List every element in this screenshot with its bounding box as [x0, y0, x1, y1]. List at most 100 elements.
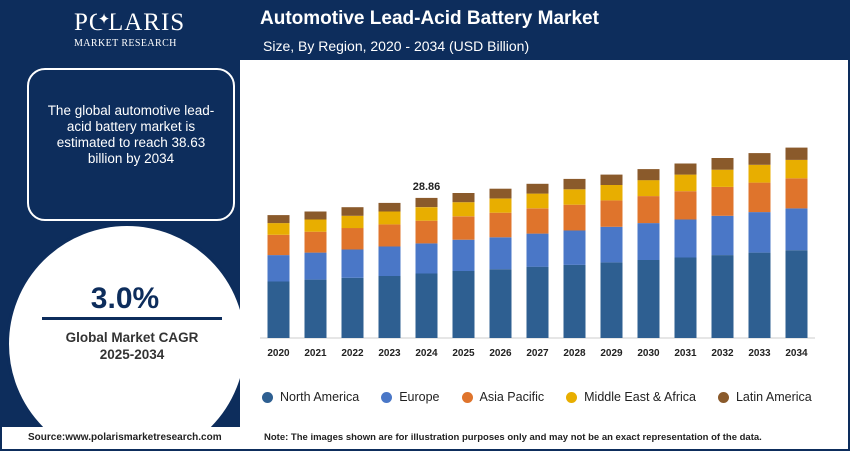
- bar-segment-2027-0: [526, 266, 549, 338]
- bar-segment-2033-4: [748, 153, 771, 165]
- bar-segment-2028-0: [563, 264, 586, 338]
- bar-segment-2020-0: [267, 281, 290, 338]
- bar-segment-2030-4: [637, 169, 660, 181]
- legend-label-3: Middle East & Africa: [584, 390, 696, 404]
- cagr-label: Global Market CAGR 2025-2034: [2, 329, 240, 363]
- bar-segment-2025-1: [452, 239, 475, 271]
- chart-subtitle: Size, By Region, 2020 - 2034 (USD Billio…: [263, 38, 530, 54]
- bar-segment-2033-3: [748, 164, 771, 183]
- bar-segment-2029-0: [600, 262, 623, 338]
- legend-item-0: North America: [262, 390, 359, 404]
- bar-segment-2024-2: [415, 220, 438, 244]
- bar-segment-2028-1: [563, 230, 586, 265]
- bar-segment-2023-4: [378, 202, 401, 212]
- legend-item-1: Europe: [381, 390, 440, 404]
- bar-segment-2028-4: [563, 178, 586, 190]
- bar-segment-2022-2: [341, 228, 364, 250]
- compass-star-icon: ✦: [97, 11, 111, 29]
- bar-segment-2031-0: [674, 257, 697, 338]
- x-tick-label-2025: 2025: [452, 348, 475, 359]
- legend-swatch-0: [262, 391, 273, 403]
- bar-segment-2022-3: [341, 215, 364, 229]
- disclaimer-note: Note: The images shown are for illustrat…: [264, 432, 762, 443]
- bar-segment-2034-0: [785, 250, 808, 338]
- x-tick-label-2028: 2028: [563, 348, 586, 359]
- bar-segment-2033-1: [748, 212, 771, 253]
- bar-segment-2024-0: [415, 273, 438, 338]
- bar-segment-2032-3: [711, 169, 734, 187]
- bar-segment-2024-3: [415, 207, 438, 221]
- bar-segment-2032-4: [711, 158, 734, 170]
- bar-segment-2029-4: [600, 174, 623, 185]
- legend-swatch-1: [381, 391, 393, 403]
- bar-segment-2021-4: [304, 211, 327, 220]
- bar-segment-2023-1: [378, 246, 401, 276]
- bar-segment-2027-1: [526, 233, 549, 267]
- bar-segment-2031-4: [674, 163, 697, 175]
- legend-swatch-2: [461, 391, 473, 403]
- x-tick-label-2032: 2032: [711, 348, 734, 359]
- bar-segment-2032-1: [711, 215, 734, 256]
- bar-segment-2034-1: [785, 208, 808, 251]
- summary-panel: POLARIS ✦ MARKET RESEARCH The global aut…: [2, 2, 240, 427]
- legend-item-2: Asia Pacific: [461, 390, 544, 404]
- cagr-value: 3.0%: [90, 282, 160, 315]
- legend-label-0: North America: [280, 390, 360, 404]
- bar-segment-2024-4: [415, 197, 438, 208]
- bar-segment-2029-3: [600, 185, 623, 201]
- bar-segment-2033-2: [748, 182, 771, 213]
- bar-segment-2022-4: [341, 207, 364, 216]
- cagr-label-line2: 2025-2034: [99, 347, 165, 362]
- bar-segment-2030-2: [637, 196, 660, 224]
- bar-segment-2027-4: [526, 183, 549, 194]
- bar-segment-2034-3: [785, 159, 808, 179]
- bar-segment-2029-2: [600, 200, 623, 227]
- bar-segment-2031-3: [674, 174, 697, 192]
- legend-swatch-4: [717, 391, 729, 403]
- chart-title: Automotive Lead-Acid Battery Market: [260, 8, 599, 29]
- summary-text: The global automotive lead-acid battery …: [47, 102, 215, 166]
- bar-segment-2033-0: [748, 252, 771, 338]
- bar-segment-2030-1: [637, 223, 660, 260]
- brand-tagline: MARKET RESEARCH: [74, 38, 177, 49]
- bar-segment-2026-1: [489, 237, 512, 270]
- bar-segment-2024-1: [415, 243, 438, 274]
- bar-segment-2022-1: [341, 249, 364, 278]
- bar-segment-2023-3: [378, 211, 401, 225]
- bar-segment-2021-3: [304, 219, 327, 232]
- bar-segment-2034-2: [785, 178, 808, 209]
- cagr-divider: [42, 317, 222, 320]
- legend-label-4: Latin America: [735, 390, 812, 404]
- bar-segment-2021-0: [304, 279, 327, 338]
- summary-box: The global automotive lead-acid battery …: [27, 68, 235, 221]
- bar-segment-2020-1: [267, 255, 290, 282]
- bar-segment-2023-2: [378, 224, 401, 247]
- x-tick-label-2022: 2022: [341, 348, 364, 359]
- bar-segment-2027-2: [526, 208, 549, 234]
- x-tick-label-2027: 2027: [526, 348, 549, 359]
- stacked-bar-chart: 2020 2021 2022 2023 2024 28.86 2025 2026 2027 202…: [260, 147, 815, 359]
- x-tick-label-2030: 2030: [637, 348, 660, 359]
- bar-segment-2020-3: [267, 223, 290, 235]
- bar-segment-2025-2: [452, 216, 475, 240]
- bar-segment-2030-3: [637, 180, 660, 197]
- legend-swatch-3: [566, 391, 578, 403]
- bar-segment-2028-3: [563, 189, 586, 205]
- bar-segment-2026-2: [489, 212, 512, 238]
- bar-segment-2020-4: [267, 215, 290, 224]
- bar-segment-2026-3: [489, 198, 512, 213]
- x-tick-label-2023: 2023: [378, 348, 401, 359]
- bar-segment-2022-0: [341, 277, 364, 338]
- bar-segment-2032-2: [711, 186, 734, 216]
- legend-label-1: Europe: [399, 390, 440, 404]
- bar-segment-2027-3: [526, 193, 549, 209]
- bar-segment-2028-2: [563, 204, 586, 231]
- bar-segment-2026-4: [489, 188, 512, 199]
- bar-segment-2026-0: [489, 269, 512, 338]
- x-tick-label-2021: 2021: [304, 348, 327, 359]
- bar-segment-2023-0: [378, 276, 401, 338]
- brand-name: POLARIS: [74, 9, 186, 36]
- bar-segment-2025-3: [452, 202, 475, 217]
- data-label-2024: 28.86: [413, 181, 441, 193]
- x-tick-label-2034: 2034: [785, 348, 808, 359]
